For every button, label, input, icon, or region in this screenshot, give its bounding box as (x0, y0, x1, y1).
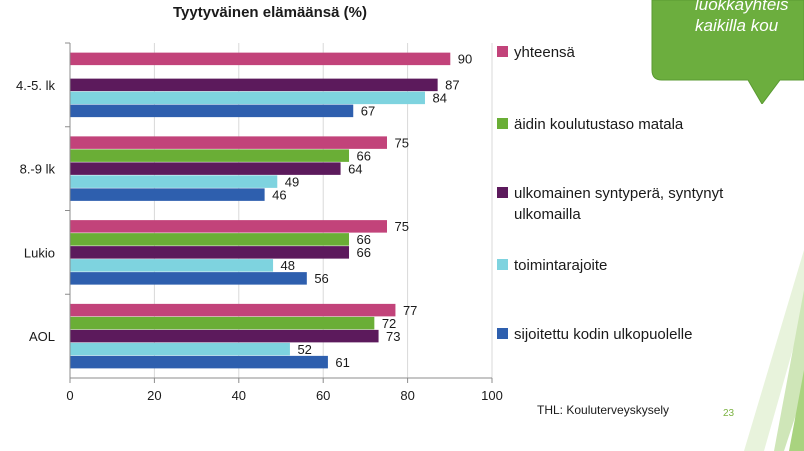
data-label: 90 (458, 52, 472, 67)
legend-item-sijoitettu: sijoitettu kodin ulkopuolelle (497, 324, 794, 345)
data-label: 64 (348, 161, 362, 176)
data-label: 77 (403, 303, 417, 318)
callout-line: luokkayhteis (695, 0, 789, 14)
data-label: 61 (335, 355, 349, 370)
x-tick-label: 20 (147, 388, 161, 403)
legend-swatch (497, 118, 508, 129)
legend-item-aidin-koulutustaso: äidin koulutustaso matala (497, 114, 794, 135)
chart-title: Tyytyväinen elämäänsä (%) (173, 4, 367, 21)
bar (70, 220, 387, 233)
data-label: 56 (314, 271, 328, 286)
bar (70, 329, 379, 343)
bar (70, 162, 341, 175)
legend-label: äidin koulutustaso matala (514, 116, 684, 133)
bar (70, 259, 274, 272)
data-label: 49 (285, 174, 299, 189)
legend-item-ulkomainen-syntypera: ulkomainen syntyperä, syntynyt ulkomaill… (497, 183, 786, 225)
legend-swatch (497, 259, 508, 270)
category-label: 4.-5. lk (16, 78, 56, 93)
legend-label: yhteensä (514, 44, 575, 61)
legend-item-yhteensa: yhteensä (497, 42, 794, 63)
category-label: 8.-9 lk (20, 162, 56, 177)
data-label: 75 (395, 219, 409, 234)
data-label: 52 (297, 342, 311, 357)
x-tick-label: 40 (232, 388, 246, 403)
legend-swatch (497, 328, 508, 339)
data-label: 87 (445, 78, 459, 93)
data-label: 75 (395, 135, 409, 150)
bar (70, 52, 451, 66)
bar (70, 246, 350, 259)
x-tick-label: 0 (66, 388, 73, 403)
callout-line: kaikilla kou (695, 16, 779, 35)
legend-item-toimintarajoite: toimintarajoite (497, 255, 794, 276)
data-label: 46 (272, 187, 286, 202)
data-label: 66 (357, 245, 371, 260)
source-note: THL: Kouluterveyskysely (537, 403, 670, 417)
x-tick-label: 100 (481, 388, 503, 403)
data-label: 66 (357, 232, 371, 247)
bar (70, 316, 375, 330)
bar (70, 149, 350, 162)
callout-text: luokkayhteis kaikilla kou (695, 0, 804, 36)
bar (70, 91, 425, 105)
category-label: AOL (29, 329, 55, 344)
data-label: 84 (432, 91, 446, 106)
legend-label: ulkomainen syntyperä, syntynyt ulkomaill… (514, 185, 724, 223)
page-number: 23 (723, 408, 735, 419)
callout-bubble (651, 0, 804, 104)
bar (70, 175, 278, 188)
x-tick-label: 60 (316, 388, 330, 403)
legend-swatch (497, 187, 508, 198)
legend-label: sijoitettu kodin ulkopuolelle (514, 326, 693, 343)
data-label: 48 (281, 258, 295, 273)
data-label: 67 (361, 104, 375, 119)
bar (70, 272, 307, 285)
legend-swatch (497, 46, 508, 57)
bar (70, 78, 438, 92)
data-label: 66 (357, 148, 371, 163)
data-label: 73 (386, 329, 400, 344)
legend-label: toimintarajoite (514, 257, 608, 274)
bar (70, 233, 350, 246)
bar (70, 188, 265, 201)
decorative-shapes (744, 250, 804, 451)
bar (70, 136, 387, 149)
bar (70, 104, 354, 118)
bar (70, 303, 396, 317)
bar (70, 355, 328, 369)
category-label: Lukio (24, 245, 55, 260)
x-tick-label: 80 (400, 388, 414, 403)
bar (70, 342, 290, 356)
data-label: 72 (382, 316, 396, 331)
